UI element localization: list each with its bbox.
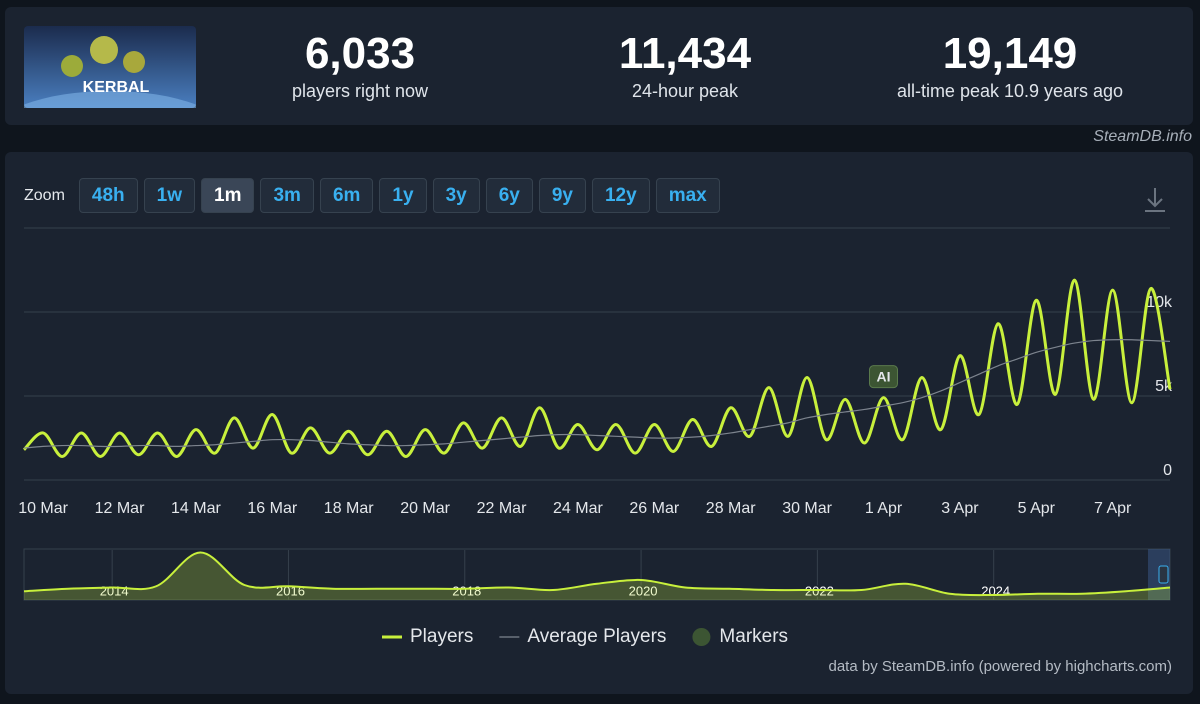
x-tick-label: 28 Mar [706,500,756,517]
stat-value: 11,434 [618,29,752,78]
legend: Players Average Players Markers [382,626,788,647]
stat-label: 24-hour peak [631,81,739,101]
line [23,339,1171,449]
legend-label: Players [410,626,473,647]
zoom-button[interactable]: 1y [379,178,427,213]
header: KERBAL 6,033 players right now 11,434 24-h… [5,7,1193,125]
stat: 11,434 24-hour peak [525,29,845,102]
x-tick-label: 14 Mar [171,500,221,517]
zoom-button[interactable]: 3y [432,178,480,213]
chart-panel [5,152,1193,694]
x-tick-label: 5 Apr [1018,500,1056,517]
zoom-button[interactable]: 12y [591,178,650,213]
stat-value: 6,033 [304,29,416,78]
legend-label: Markers [719,626,788,647]
x-tick-label: 1 Apr [865,500,903,517]
marker-label: AI [877,368,891,384]
x-tick-label: 7 Apr [1094,500,1132,517]
x-tick-label: 16 Mar [247,500,297,517]
line [23,551,1171,597]
x-tick-label: 30 Mar [782,500,832,517]
logo-text: KERBAL [83,79,150,96]
zoom-button[interactable]: 48h [78,178,138,213]
stat: 6,033 players right now [200,29,520,102]
stat-label: all-time peak 10.9 years ago [896,81,1124,101]
x-tick-label: 3 Apr [941,500,979,517]
zoom-label: Zoom [24,186,65,204]
zoom-button[interactable]: max [655,178,720,213]
zoom-button[interactable]: 1m [201,178,255,213]
legend-swatch [692,628,711,646]
x-tick-label: 2020 [629,583,658,598]
y-tick-label: 10k [1146,294,1173,311]
x-tick-label: 12 Mar [95,500,145,517]
zoom-button[interactable]: 6y [485,178,533,213]
stat-label: players right now [291,81,429,101]
zoom-button[interactable]: 6m [319,178,374,213]
footer[interactable]: data by SteamDB.info (powered by highcha… [828,658,1173,675]
zoom-button[interactable]: 1w [143,178,196,213]
x-tick-label: 18 Mar [324,500,374,517]
stat-value: 19,149 [942,29,1078,78]
x-tick-label: 26 Mar [629,500,679,517]
line [22,278,1172,458]
credit[interactable]: SteamDB.info [1093,128,1192,145]
x-tick-label: 20 Mar [400,500,450,517]
legend-label: Average Players [527,626,666,647]
stat: 19,149 all-time peak 10.9 years ago [850,29,1170,102]
zoom-bar: Zoom 48h 1w 1m 3m 6m 1y 3y 6y 9y 12y max [24,178,720,213]
x-tick-label: 2018 [452,583,481,598]
x-tick-label: 22 Mar [477,500,527,517]
x-tick-label: 24 Mar [553,500,603,517]
navigator-handle[interactable] [1158,565,1169,584]
marker [869,365,898,389]
game-logo: KERBAL [24,26,196,108]
y-tick-label: 0 [1163,462,1172,479]
x-tick-label: 10 Mar [18,500,68,517]
download-icon[interactable] [1145,188,1165,212]
zoom-button[interactable]: 3m [260,178,314,213]
zoom-button[interactable]: 9y [538,178,586,213]
